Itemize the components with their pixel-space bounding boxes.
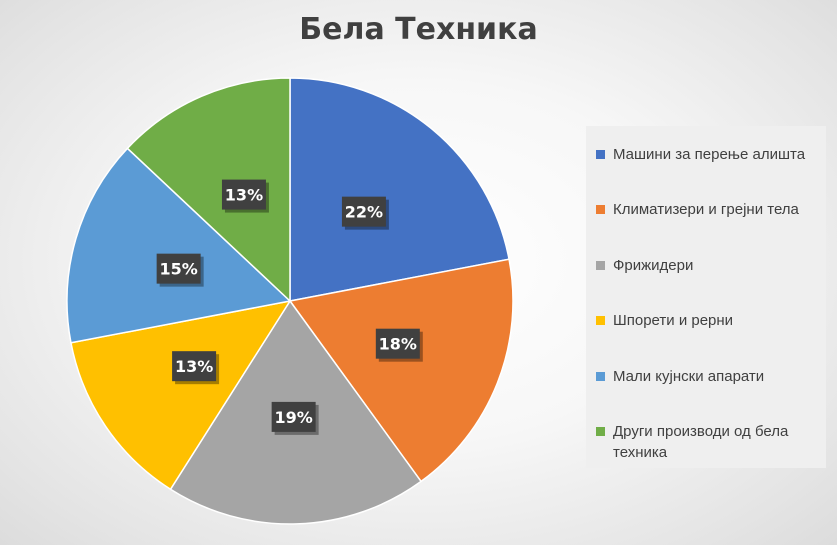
legend-label-2: Климатизери и грејни тела: [613, 201, 799, 218]
svg-text:13%: 13%: [175, 357, 213, 376]
legend-swatch-5: [596, 372, 605, 381]
legend-label-6: Други производи од бела техника: [613, 423, 789, 461]
legend-item-2: Климатизери и грејни тела: [596, 199, 821, 220]
legend-label-1: Машини за перење алишта: [613, 146, 806, 163]
svg-text:13%: 13%: [225, 186, 263, 205]
chart-title: Бела Техника: [299, 12, 538, 47]
legend-label-4: Шпорети и рерни: [613, 312, 734, 329]
legend-label-3: Фрижидери: [613, 257, 694, 274]
svg-text:19%: 19%: [274, 408, 312, 427]
legend-swatch-6: [596, 427, 605, 436]
data-label-6: 13%: [221, 179, 269, 213]
pie-slice-2: [288, 258, 514, 483]
data-label-4: 13%: [172, 351, 220, 385]
legend: Машини за перење алишта Климатизери и гре…: [586, 126, 826, 468]
legend-item-5: Мали кујнски апарати: [596, 366, 821, 387]
pie-slice-4: [70, 299, 292, 491]
legend-item-4: Шпорети и рерни: [596, 310, 821, 331]
data-label-5: 15%: [156, 253, 204, 287]
data-label-1: 22%: [341, 196, 389, 230]
legend-swatch-1: [596, 150, 605, 159]
pie-slice-1: [289, 77, 510, 302]
legend-item-3: Фрижидери: [596, 255, 821, 276]
legend-item-6: Други производи од бела техника: [596, 421, 821, 463]
svg-text:18%: 18%: [379, 335, 417, 354]
legend-swatch-4: [596, 316, 605, 325]
svg-text:22%: 22%: [345, 203, 383, 222]
legend-swatch-3: [596, 261, 605, 270]
legend-item-1: Машини за перење алишта: [596, 144, 821, 165]
legend-label-5: Мали кујнски апарати: [613, 368, 765, 385]
data-label-3: 19%: [271, 401, 319, 435]
pie-slice-5: [66, 147, 292, 344]
data-label-2: 18%: [375, 328, 423, 362]
legend-swatch-2: [596, 205, 605, 214]
svg-text:15%: 15%: [159, 260, 197, 279]
pie-slice-6: [126, 77, 291, 303]
